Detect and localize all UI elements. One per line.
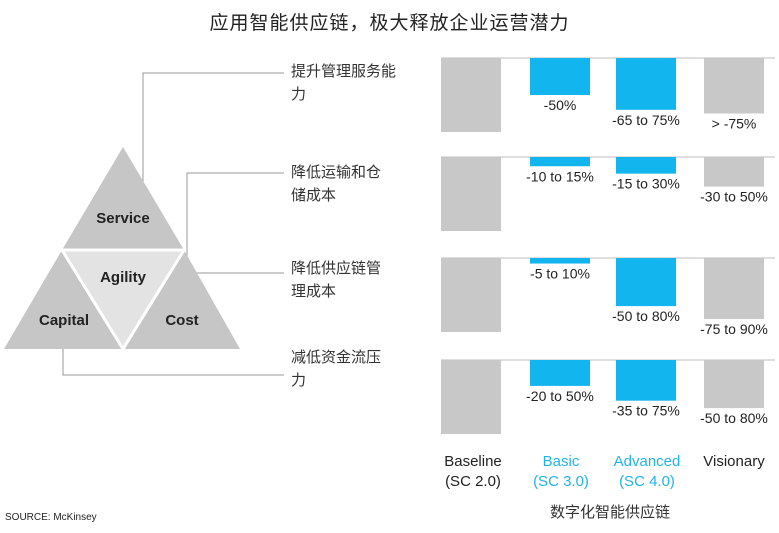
connector-capital — [62, 340, 284, 376]
bar-visionary — [704, 360, 764, 409]
bar-visionary — [704, 157, 764, 187]
bar-advanced — [616, 157, 676, 174]
triangle-service — [62, 147, 184, 250]
bar-basic — [530, 258, 590, 264]
bar-baseline — [441, 258, 501, 332]
row-label-capital: 减低资金流压 力 — [291, 346, 413, 392]
bar-value-label: -30 to 50% — [700, 189, 768, 205]
bar-value-label: -50 to 80% — [612, 308, 680, 324]
column-label-basic: Basic (SC 3.0) — [511, 452, 611, 492]
bar-advanced — [616, 360, 676, 401]
bar-value-label: -65 to 75% — [612, 112, 680, 128]
label-capital: Capital — [39, 312, 89, 329]
bar-value-label: -50% — [544, 97, 577, 113]
bar-advanced — [616, 58, 676, 110]
row-label-line: 理成本 — [291, 282, 337, 300]
row-label-management: 降低供应链管 理成本 — [291, 257, 413, 303]
row-label-line: 力 — [291, 85, 307, 103]
page-title: 应用智能供应链，极大释放企业运营潜力 — [209, 12, 570, 34]
bar-visionary — [704, 258, 764, 320]
column-label-baseline: Baseline (SC 2.0) — [423, 452, 523, 492]
label-service: Service — [96, 210, 149, 227]
chart-subtitle: 数字化智能供应链 — [549, 503, 670, 521]
bar-value-label: -75 to 90% — [700, 321, 768, 337]
source-note: SOURCE: McKinsey — [5, 512, 97, 523]
triangle-capital — [4, 250, 123, 349]
label-agility: Agility — [100, 269, 146, 286]
column-label-line: (SC 3.0) — [533, 473, 589, 490]
label-cost: Cost — [165, 312, 198, 329]
bar-value-label: > -75% — [712, 116, 757, 132]
column-label-line: (SC 2.0) — [445, 473, 501, 490]
bar-value-label: -10 to 15% — [526, 168, 594, 184]
bar-value-label: -20 to 50% — [526, 388, 594, 404]
bar-baseline — [441, 58, 501, 132]
column-label-line: Baseline — [444, 453, 502, 470]
column-label-line: (SC 4.0) — [619, 473, 675, 490]
bar-advanced — [616, 258, 676, 307]
bar-basic — [530, 58, 590, 95]
triangle-cost — [123, 250, 240, 349]
column-label-advanced: Advanced (SC 4.0) — [597, 452, 697, 492]
connector-service — [142, 72, 284, 200]
row-label-line: 降低供应链管 — [291, 259, 382, 277]
bar-baseline — [441, 157, 501, 231]
column-label-line: Basic — [542, 453, 580, 470]
bar-value-label: -5 to 10% — [530, 266, 590, 282]
bar-value-label: -35 to 75% — [612, 403, 680, 419]
row-label-line: 提升管理服务能 — [291, 62, 397, 80]
bar-baseline — [441, 360, 501, 434]
column-label-line: Advanced — [613, 453, 681, 470]
bar-visionary — [704, 58, 764, 114]
row-label-line: 降低运输和仓 — [291, 163, 382, 181]
row-label-service: 提升管理服务能 力 — [291, 60, 413, 106]
row-label-line: 力 — [291, 371, 307, 389]
bar-value-label: -15 to 30% — [612, 176, 680, 192]
connector-cost — [186, 172, 284, 270]
bar-basic — [530, 360, 590, 386]
triangle-agility — [62, 250, 184, 349]
bar-value-label: -50 to 80% — [700, 410, 768, 426]
row-label-line: 减低资金流压 — [291, 348, 382, 366]
column-label-visionary: Visionary — [684, 452, 779, 472]
row-label-transport: 降低运输和仓 储成本 — [291, 161, 413, 207]
row-label-line: 储成本 — [291, 186, 337, 204]
bar-basic — [530, 157, 590, 167]
triangle-separators — [60, 248, 186, 350]
column-label-line: Visionary — [703, 453, 765, 470]
